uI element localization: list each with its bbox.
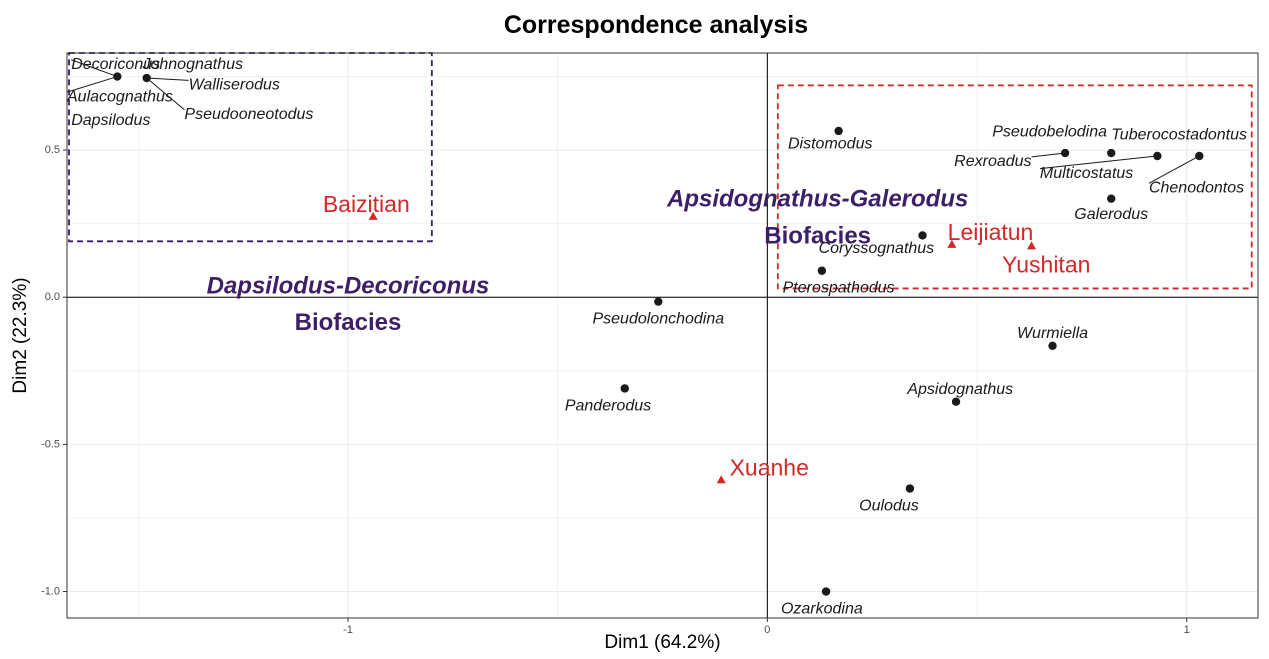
point-decoriconus: [113, 72, 122, 81]
label-dapsilodus: Dapsilodus: [71, 112, 150, 129]
label-wurmiella: Wurmiella: [1017, 325, 1088, 342]
leader-decoriconus: [71, 59, 118, 78]
panel-border: [66, 52, 1259, 619]
y-tick-label: 0.5: [45, 144, 60, 156]
label-pseudooneotodus: Pseudooneotodus: [184, 106, 313, 123]
x-tick-label: 1: [1184, 624, 1190, 636]
label-coryssognathus: Coryssognathus: [819, 240, 935, 257]
y-axis-label: Dim2 (22.3%): [10, 277, 31, 393]
point-pterospathodus: [817, 266, 827, 275]
point-johnognathus: [142, 73, 151, 83]
label-rexroadus: Rexroadus: [954, 153, 1031, 170]
x-tick-label: -1: [343, 624, 353, 636]
y-tick-label: -0.5: [41, 438, 60, 450]
label-apsidognathus: Apsidognathus: [906, 381, 1013, 398]
label-panderodus: Panderodus: [565, 397, 651, 414]
point-apsidognathus: [951, 397, 961, 406]
label-pseudobelodina: Pseudobelodina: [992, 124, 1107, 141]
site-label-baizitian: Baizitian: [323, 191, 410, 217]
point-coryssognathus: [918, 231, 927, 240]
point-multicostatus: [1153, 151, 1162, 161]
y-tick-label: -1.0: [41, 585, 60, 597]
chart-title: Correspondence analysis: [504, 11, 808, 39]
point-wurmiella: [1048, 341, 1057, 350]
site-yushitan: [1027, 241, 1037, 250]
label-walliserodus: Walliserodus: [189, 77, 280, 94]
label-oulodus: Oulodus: [859, 497, 919, 514]
label-johnognathus: Johnognathus: [141, 56, 243, 73]
label-ozarkodina: Ozarkodina: [781, 600, 863, 617]
leader-aulacognathus: [66, 76, 118, 93]
biofacies-name-apsidognathus-galerodus: Apsidognathus-Galerodus: [666, 185, 968, 212]
right-group-box: [776, 84, 1253, 290]
leader-multicostatus: [1039, 155, 1158, 170]
leader-pseudooneotodus: [146, 77, 185, 111]
site-leijiatun: [947, 239, 957, 248]
site-label-xuanhe: Xuanhe: [730, 454, 809, 480]
label-chenodontos: Chenodontos: [1149, 180, 1244, 197]
site-label-leijiatun: Leijiatun: [948, 219, 1034, 245]
site-points: [368, 211, 1037, 484]
x-axis-label: Dim1 (64.2%): [604, 632, 720, 653]
label-multicostatus: Multicostatus: [1040, 165, 1133, 182]
biofacies-name-dapsilodus-decoriconus: Dapsilodus-Decoriconus: [207, 272, 490, 299]
y-tick-label: 0.0: [45, 291, 60, 303]
zero-lines: [67, 53, 1258, 618]
point-tuberocostadontus: [1107, 148, 1116, 158]
label-distomodus: Distomodus: [788, 135, 872, 152]
point-pseudobelodina: [1060, 148, 1070, 158]
point-distomodus: [834, 126, 843, 136]
label-galerodus: Galerodus: [1074, 206, 1148, 223]
biofacies-word-apsidognathus-galerodus: Biofacies: [764, 222, 871, 249]
x-tick-label: 0: [764, 624, 770, 636]
point-chenodontos: [1195, 151, 1204, 161]
leader-lines: [66, 59, 1200, 184]
leader-rexroadus: [1031, 152, 1066, 158]
site-xuanhe: [716, 475, 726, 484]
axis-ticks: -1 0 1 -1.0 -0.5 0.0 0.5: [41, 144, 1190, 636]
point-galerodus: [1107, 194, 1116, 203]
leader-walliserodus: [146, 77, 189, 81]
site-baizitian: [368, 211, 378, 220]
label-aulacognathus: Aulacognathus: [66, 88, 173, 105]
leader-chenodontos: [1148, 155, 1200, 184]
label-tuberocostadontus: Tuberocostadontus: [1111, 127, 1247, 144]
biofacies-labels: Dapsilodus-Decoriconus Biofacies Apsidogna…: [207, 185, 969, 336]
site-label-yushitan: Yushitan: [1002, 251, 1090, 277]
biofacies-word-dapsilodus-decoriconus: Biofacies: [295, 309, 402, 336]
label-pseudolonchodina: Pseudolonchodina: [592, 311, 724, 328]
point-oulodus: [905, 484, 915, 493]
label-pterospathodus: Pterospathodus: [783, 280, 895, 297]
species-points: [113, 72, 1204, 596]
label-decoriconus: Decoriconus: [71, 56, 160, 73]
point-ozarkodina: [821, 587, 831, 596]
point-panderodus: [620, 384, 629, 393]
point-pseudolonchodina: [654, 297, 663, 306]
